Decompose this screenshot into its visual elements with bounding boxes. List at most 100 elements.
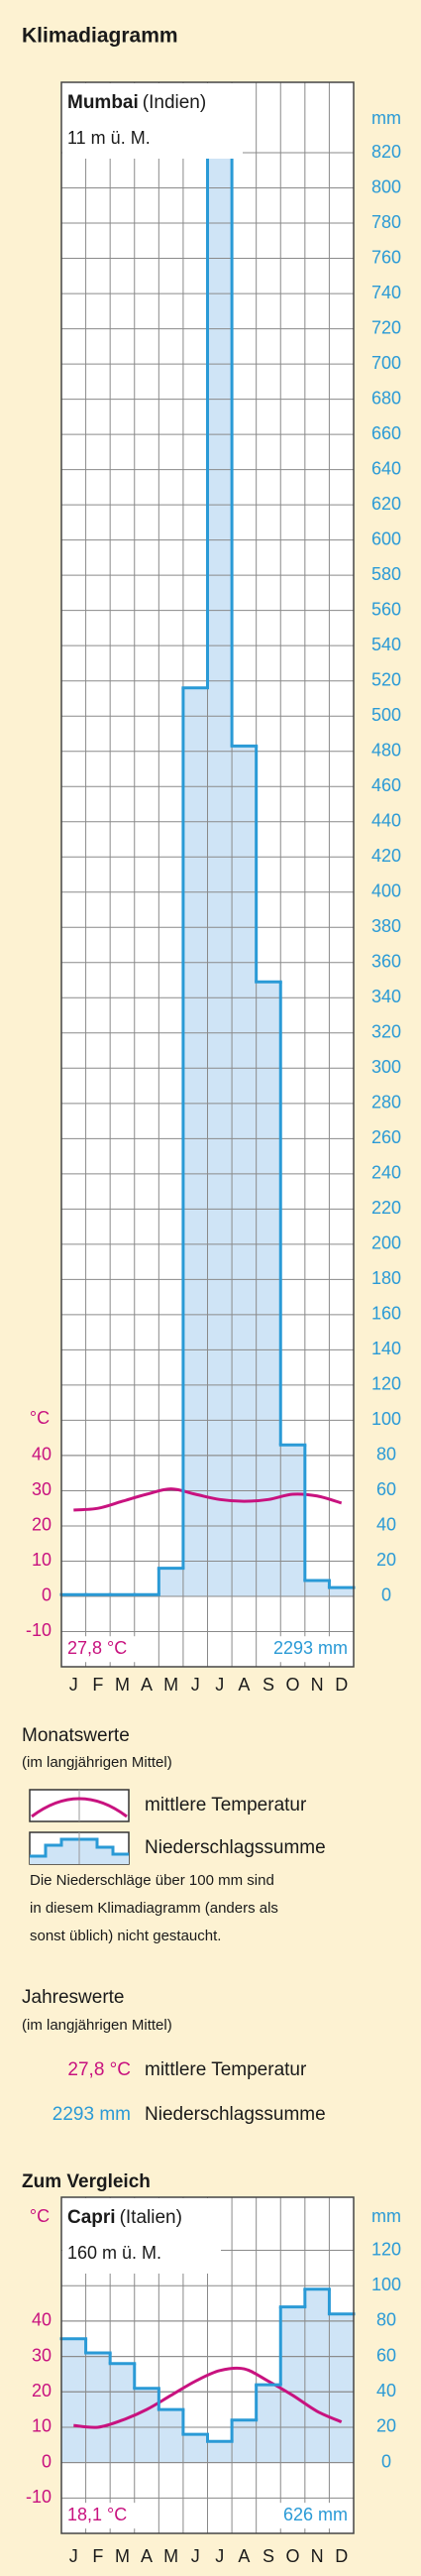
y2-tick-label: 220 <box>371 1198 401 1218</box>
annual-temperature-value: 27,8 °C <box>67 1638 127 1658</box>
y2-tick-label: 0 <box>381 2451 391 2471</box>
station-name: Capri <box>67 2207 116 2228</box>
temperature-line <box>73 2366 343 2429</box>
precipitation-bar <box>280 2306 305 2463</box>
x-tick-label: J <box>191 1675 200 1695</box>
y-tick-label: 40 <box>32 2310 52 2330</box>
y2-tick-label: 120 <box>371 1374 401 1394</box>
station-box <box>62 83 243 159</box>
y2-tick-label: 260 <box>371 1127 401 1147</box>
precipitation-bar <box>110 2363 135 2463</box>
y2-tick-label: 700 <box>371 353 401 373</box>
station-name: Mumbai <box>67 92 139 113</box>
y-tick-label: 30 <box>32 2345 52 2365</box>
annual-precipitation-label: Niederschlagssumme <box>145 2104 326 2125</box>
legend-temperature-icon <box>29 1789 130 1822</box>
y2-tick-label: 100 <box>371 2275 401 2294</box>
y2-tick-label: 20 <box>376 1550 396 1570</box>
x-tick-label: A <box>141 1675 153 1695</box>
y2-tick-label: 560 <box>371 599 401 619</box>
y2-tick-label: 780 <box>371 212 401 232</box>
precipitation-bar <box>158 2409 183 2463</box>
station-label: Mumbai (Indien) <box>67 92 206 113</box>
comparison-title: Zum Vergleich <box>22 2171 151 2192</box>
x-tick-label: D <box>335 1675 348 1695</box>
y2-tick-label: 120 <box>371 2239 401 2259</box>
y2-tick-label: 500 <box>371 705 401 725</box>
precipitation-bar <box>207 153 233 1596</box>
x-tick-label: A <box>238 1675 250 1695</box>
precipitation-bar <box>85 2353 111 2463</box>
y2-tick-label: 340 <box>371 987 401 1006</box>
legend-precipitation-label: Niederschlagssumme <box>145 1837 326 1858</box>
y2-tick-label: 800 <box>371 176 401 196</box>
y2-axis-unit: mm <box>371 2206 401 2226</box>
station-elevation: 160 m ü. M. <box>67 2243 161 2263</box>
y-axis-unit: °C <box>30 1408 50 1428</box>
y2-tick-label: 600 <box>371 528 401 548</box>
y2-tick-label: 680 <box>371 388 401 408</box>
y2-tick-label: 380 <box>371 916 401 936</box>
y-tick-label: 30 <box>32 1479 52 1499</box>
y2-tick-label: 480 <box>371 740 401 760</box>
precipitation-bar <box>329 2313 354 2463</box>
y-tick-label: 10 <box>32 1550 52 1570</box>
y2-tick-label: 420 <box>371 846 401 866</box>
y2-tick-label: 180 <box>371 1268 401 1288</box>
plot-frame <box>60 81 355 1668</box>
annual-temperature-value: 27,8 °C <box>67 2059 131 2080</box>
y-tick-label: -10 <box>26 1620 52 1640</box>
precipitation-bar <box>182 2434 208 2463</box>
station-country: (Italien) <box>120 2207 182 2228</box>
legend-subheading: (im langjährigen Mittel) <box>22 1754 172 1771</box>
y2-tick-label: 400 <box>371 881 401 901</box>
precipitation-bar <box>182 687 208 1596</box>
precipitation-bar <box>232 2419 257 2463</box>
annual-temperature-label: mittlere Temperatur <box>145 2059 307 2080</box>
y2-axis-unit: mm <box>371 108 401 128</box>
x-tick-label: J <box>191 2546 200 2566</box>
x-tick-label: N <box>311 2546 324 2566</box>
y2-tick-label: 520 <box>371 669 401 689</box>
legend-heading: Monatswerte <box>22 1725 130 1746</box>
y2-tick-label: 540 <box>371 635 401 654</box>
legend-note: sonst üblich) nicht gestaucht. <box>30 1928 221 1944</box>
precipitation-bar <box>232 746 257 1596</box>
y2-tick-label: 440 <box>371 810 401 830</box>
annual-subheading: (im langjährigen Mittel) <box>22 2017 172 2034</box>
annual-heading: Jahreswerte <box>22 1987 125 2008</box>
y2-tick-label: 40 <box>376 1515 396 1535</box>
station-elevation: 11 m ü. M. <box>67 128 151 148</box>
y2-tick-label: 740 <box>371 283 401 302</box>
x-tick-label: N <box>311 1675 324 1695</box>
y-tick-label: 20 <box>32 1515 52 1535</box>
legend-note: Die Niederschläge über 100 mm sind <box>30 1872 274 1889</box>
legend-precipitation-icon <box>29 1831 130 1865</box>
y2-tick-label: 620 <box>371 494 401 514</box>
y2-tick-label: 580 <box>371 564 401 584</box>
precipitation-bar <box>304 1580 330 1596</box>
y2-tick-label: 240 <box>371 1163 401 1183</box>
y2-tick-label: 280 <box>371 1093 401 1112</box>
station-box <box>62 2198 221 2274</box>
precipitation-bar <box>158 1568 183 1596</box>
annual-box <box>63 1636 147 1663</box>
y-axis-unit: °C <box>30 2206 50 2226</box>
precipitation-bar <box>280 1445 305 1596</box>
x-tick-label: J <box>69 2546 78 2566</box>
x-tick-label: J <box>215 1675 224 1695</box>
y-tick-label: 0 <box>42 2451 52 2471</box>
x-tick-label: O <box>286 2546 300 2566</box>
x-tick-label: M <box>115 1675 130 1695</box>
y-tick-label: 40 <box>32 1445 52 1464</box>
x-tick-label: S <box>263 1675 274 1695</box>
annual-box <box>63 2503 147 2529</box>
climate-chart: Mumbai (Indien) 11 m ü. M. 27,8 °C 2293 mm -1… <box>26 81 401 1695</box>
y2-tick-label: 100 <box>371 1409 401 1429</box>
x-tick-label: S <box>263 2546 274 2566</box>
x-tick-label: A <box>238 2546 250 2566</box>
plot-frame <box>60 2196 355 2534</box>
x-tick-label: J <box>215 2546 224 2566</box>
page-title: Klimadiagramm <box>22 25 178 48</box>
